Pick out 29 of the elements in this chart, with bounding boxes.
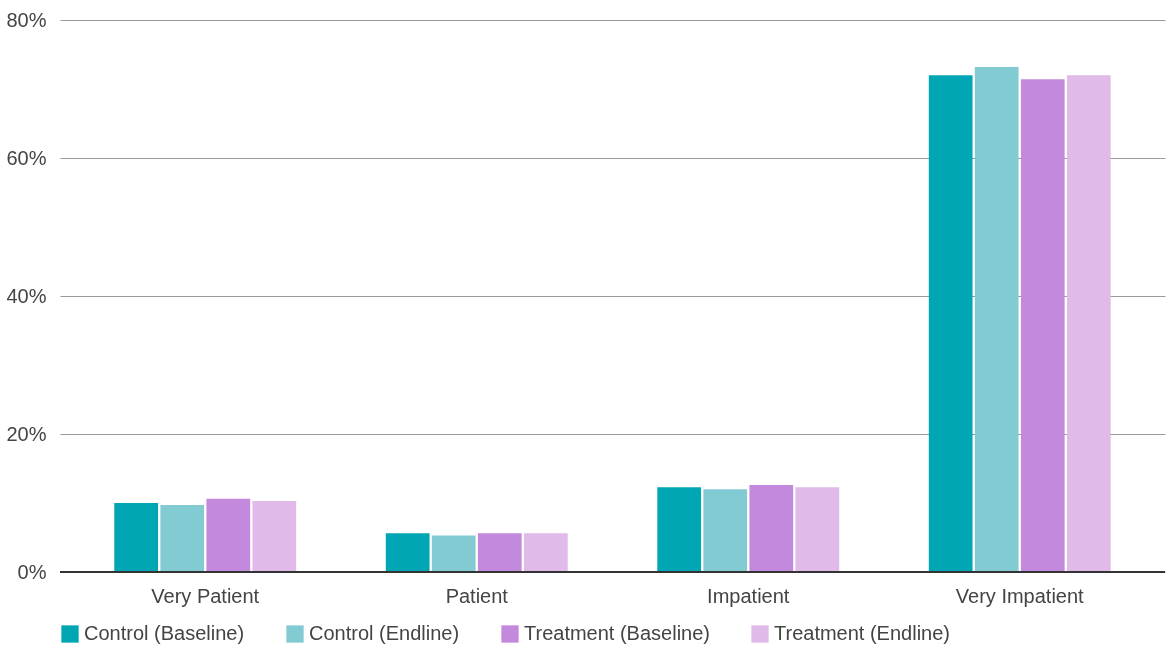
legend-label: Control (Endline) — [309, 622, 460, 644]
bar — [160, 505, 205, 572]
bar — [795, 487, 840, 572]
bar — [114, 503, 159, 572]
y-tick-label: 80% — [6, 8, 47, 31]
bar — [1066, 75, 1111, 572]
bar — [385, 533, 430, 572]
bar — [523, 533, 568, 572]
x-tick-label: Impatient — [707, 584, 790, 607]
y-tick-label: 0% — [17, 560, 47, 583]
legend-label: Control (Baseline) — [84, 622, 245, 644]
x-tick-label: Patient — [445, 584, 509, 607]
x-tick-label: Very Patient — [151, 584, 260, 607]
bar — [252, 500, 297, 572]
legend-label: Treatment (Endline) — [774, 622, 950, 644]
bar — [1020, 79, 1065, 572]
bar — [477, 533, 522, 572]
bar — [928, 75, 973, 572]
legend-label: Treatment (Baseline) — [524, 622, 710, 644]
bar — [206, 498, 251, 572]
bar — [431, 535, 476, 572]
y-tick-label: 60% — [6, 146, 47, 169]
bar — [974, 66, 1019, 572]
y-tick-label: 40% — [6, 284, 47, 307]
x-tick-label: Very Impatient — [955, 584, 1085, 607]
y-tick-label: 20% — [6, 422, 47, 445]
bar — [749, 485, 794, 572]
bar — [703, 489, 748, 572]
bar — [657, 487, 702, 572]
